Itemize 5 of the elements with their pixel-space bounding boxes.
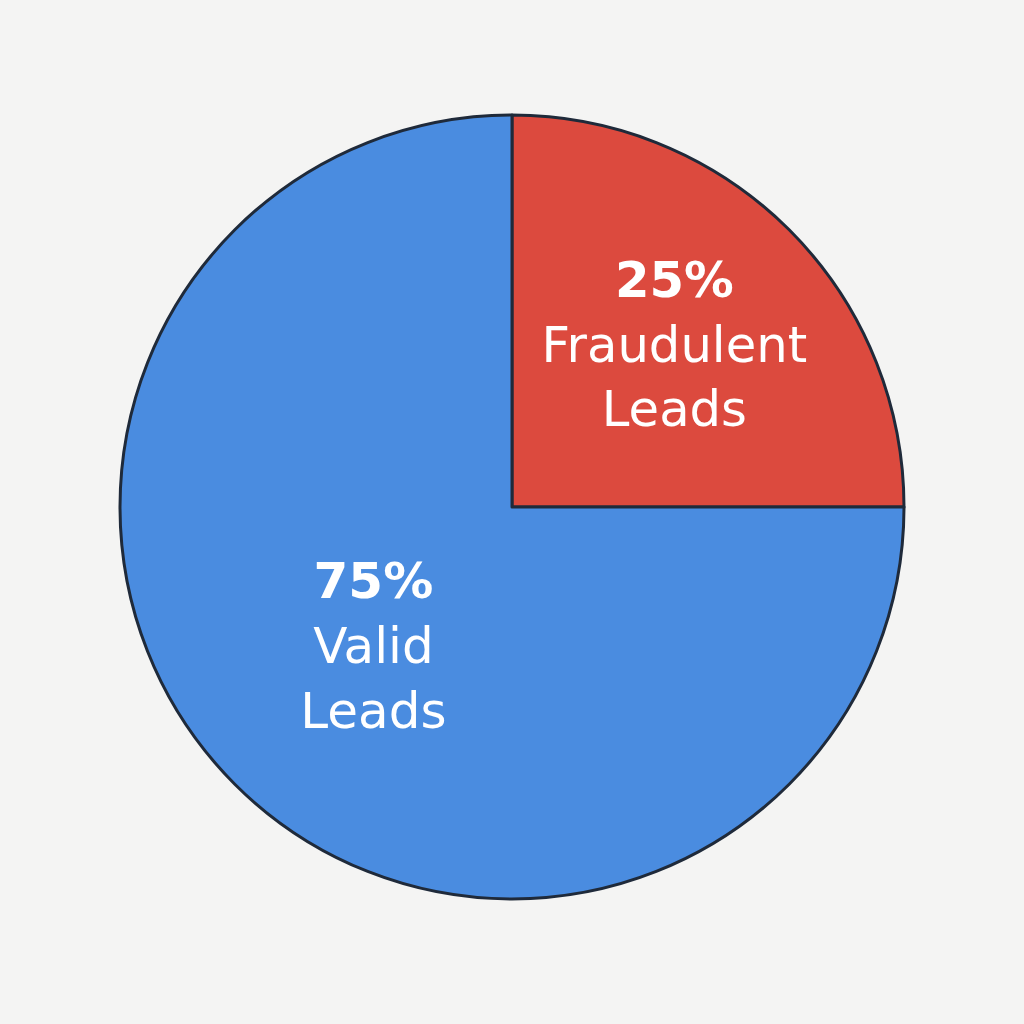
- data-label: 25%: [614, 250, 734, 309]
- data-label: 75%: [313, 551, 434, 610]
- pie-slice: [118, 113, 906, 901]
- slice-label: Fraudulent Leads: [541, 315, 808, 439]
- slice-label: Valid Leads: [300, 616, 447, 740]
